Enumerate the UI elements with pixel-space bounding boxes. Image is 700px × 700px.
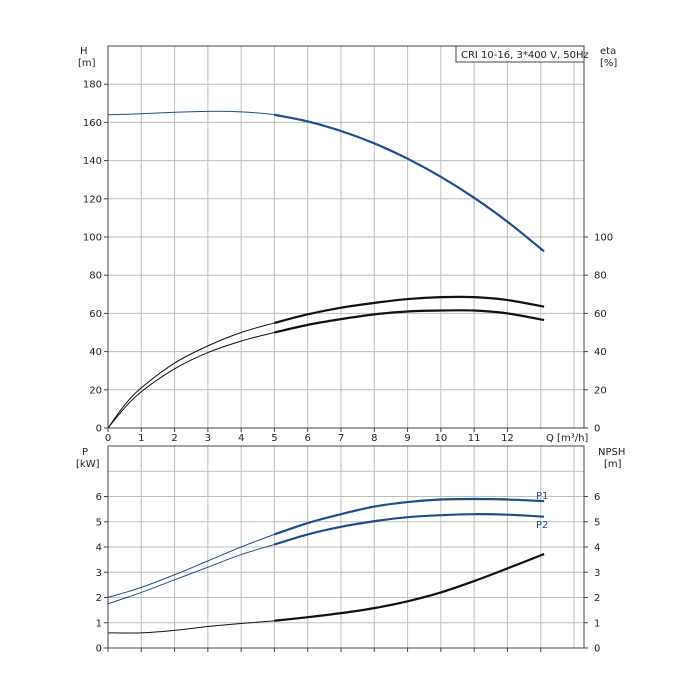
- bottom-chart-ticks: 0 1 2 3 4 5 6 0 1 2 3 4 5 6: [96, 492, 601, 655]
- y-right-tick-label: 40: [594, 347, 607, 358]
- series-line-0-thick: [274, 497, 545, 536]
- y-right-tick-label: 3: [594, 568, 600, 579]
- y-left-tick-label: 6: [96, 492, 102, 503]
- y-right-tick-label: 80: [594, 271, 607, 282]
- y-left-tick-label: 3: [96, 568, 102, 579]
- x-axis-label: Q [m³/h]: [546, 433, 588, 444]
- y-left-tick-label: 160: [83, 118, 102, 129]
- x-tick-label: 5: [271, 433, 277, 444]
- top-right-axis-label-line1: eta: [600, 46, 616, 57]
- y-right-tick-label: 100: [594, 233, 613, 244]
- top-chart-frame: [107, 45, 585, 429]
- top-right-axis-label-line2: [%]: [600, 58, 617, 69]
- series-line-1-thin: [107, 513, 545, 605]
- bottom-left-axis-label-line1: P: [82, 447, 88, 458]
- y-left-tick-label: 5: [96, 517, 102, 528]
- bottom-right-axis-label-line2: [m]: [604, 459, 622, 470]
- top-left-axis-label-line2: [m]: [78, 58, 96, 69]
- y-right-tick-label: 2: [594, 593, 600, 604]
- legend-text: CRI 10-16, 3*400 V, 50Hz: [461, 50, 589, 61]
- y-right-tick-label: 0: [594, 424, 600, 435]
- series-line-1-thin: [107, 296, 545, 429]
- x-tick-label: 4: [238, 433, 244, 444]
- y-left-tick-label: 0: [96, 644, 102, 655]
- x-tick-label: 8: [371, 433, 377, 444]
- bottom-right-axis-label-line1: NPSH: [598, 447, 625, 458]
- y-left-tick-label: 100: [83, 233, 102, 244]
- x-tick-label: 0: [105, 433, 111, 444]
- y-left-tick-label: 120: [83, 194, 102, 205]
- x-tick-label: 11: [468, 433, 481, 444]
- x-tick-label: 1: [138, 433, 144, 444]
- series-line-1-thick: [274, 513, 545, 546]
- y-left-tick-label: 1: [96, 618, 102, 629]
- series-line-0-thick: [274, 113, 545, 253]
- y-right-tick-label: 6: [594, 492, 600, 503]
- legend-box: [455, 45, 585, 63]
- y-left-tick-label: 0: [96, 424, 102, 435]
- series-line-2-thin: [107, 553, 545, 634]
- x-tick-label: 2: [171, 433, 177, 444]
- series-line-1-thick: [274, 295, 545, 325]
- series-line-2-thick: [274, 553, 545, 622]
- y-left-tick-label: 60: [89, 309, 102, 320]
- series-line-0-thin: [107, 110, 545, 252]
- x-tick-label: 9: [404, 433, 410, 444]
- bottom-chart-grid: [107, 446, 584, 648]
- x-tick-label: 10: [434, 433, 447, 444]
- x-tick-label: 12: [501, 433, 514, 444]
- series-label-p1: P1: [536, 491, 548, 502]
- series-label-p2: P2: [536, 520, 548, 531]
- x-tick-label: 3: [205, 433, 211, 444]
- x-tick-label: 6: [305, 433, 311, 444]
- top-chart-ticks: 0 1 2 3 4 5 6 7 8 9 10 11 12020406080100120140160180…: [83, 80, 613, 444]
- y-left-tick-label: 80: [89, 271, 102, 282]
- x-tick-label: 7: [338, 433, 344, 444]
- series-line-2-thin: [107, 309, 545, 429]
- y-right-tick-label: 0: [594, 644, 600, 655]
- y-left-tick-label: 2: [96, 593, 102, 604]
- y-left-tick-label: 140: [83, 156, 102, 167]
- y-left-tick-label: 20: [89, 385, 102, 396]
- y-right-tick-label: 5: [594, 517, 600, 528]
- bottom-chart-frame: [107, 445, 585, 649]
- series-line-2-thick: [274, 309, 545, 334]
- top-left-axis-label-line1: H: [80, 46, 88, 57]
- top-chart-series: [107, 110, 545, 429]
- y-left-tick-label: 40: [89, 347, 102, 358]
- y-right-tick-label: 4: [594, 543, 600, 554]
- y-right-tick-label: 1: [594, 618, 600, 629]
- bottom-chart-series: [107, 497, 545, 634]
- bottom-left-axis-label-line2: [kW]: [76, 459, 100, 470]
- y-right-tick-label: 20: [594, 385, 607, 396]
- top-chart-grid: [107, 46, 584, 428]
- y-left-tick-label: 180: [83, 80, 102, 91]
- y-right-tick-label: 60: [594, 309, 607, 320]
- y-left-tick-label: 4: [96, 543, 102, 554]
